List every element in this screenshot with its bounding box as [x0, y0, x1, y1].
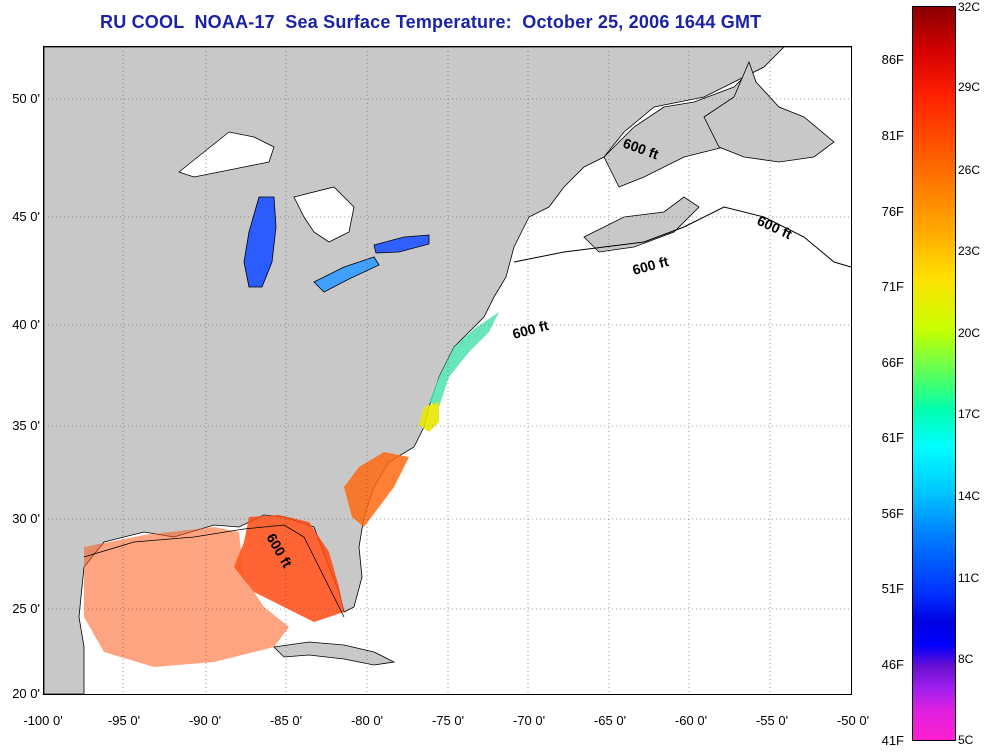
colorbar-f-51: 51F — [881, 581, 904, 596]
lake-erie — [313, 256, 380, 293]
isobath-600ft-gulf — [83, 524, 345, 618]
colorbar-f-76: 76F — [881, 204, 904, 219]
lat-label-25: 25 0' — [12, 601, 40, 616]
lat-label-40: 40 0' — [12, 317, 40, 332]
sst-map: 600 ft 600 ft 600 ft 600 ft 600 ft — [43, 46, 852, 695]
colorbar-f-56: 56F — [881, 506, 904, 521]
gulf-scattered-sst — [84, 527, 289, 667]
colorbar-c-11: 11C — [958, 571, 980, 585]
colorbar-c-17: 17C — [958, 407, 981, 421]
lake-michigan — [243, 196, 277, 288]
midatlantic-sst — [429, 312, 499, 407]
lake-superior — [178, 131, 275, 178]
lon-label-60: -60 0' — [674, 713, 708, 728]
gulf-stream-sst — [344, 452, 409, 527]
map-grid — [44, 47, 851, 694]
lon-label-70: -70 0' — [512, 713, 546, 728]
colorbar-f-86: 86F — [881, 52, 904, 67]
lake-huron — [293, 186, 355, 243]
temperature-colorbar — [912, 6, 956, 741]
cuba-land — [273, 641, 396, 666]
sst-map-canvas: 600 ft 600 ft 600 ft 600 ft 600 ft — [44, 47, 851, 694]
colorbar-c-29: 29C — [958, 80, 981, 94]
lon-label-75: -75 0' — [431, 713, 465, 728]
colorbar-f-71: 71F — [881, 279, 904, 294]
lat-label-35: 35 0' — [12, 418, 40, 433]
colorbar-c-5: 5C — [958, 733, 974, 747]
lon-label-80: -80 0' — [350, 713, 384, 728]
colorbar-f-46: 46F — [881, 657, 904, 672]
colorbar-c-20: 20C — [958, 326, 981, 340]
map-title: RU COOL NOAA-17 Sea Surface Temperature:… — [100, 12, 762, 32]
newfoundland-land — [703, 60, 835, 163]
colorbar-f-81: 81F — [881, 128, 904, 143]
lon-label-55: -55 0' — [755, 713, 789, 728]
lon-label-85: -85 0' — [269, 713, 303, 728]
colorbar-f-61: 61F — [881, 430, 904, 445]
colorbar-f-66: 66F — [881, 355, 904, 370]
lake-ontario — [373, 234, 430, 254]
colorbar-c-14: 14C — [958, 489, 981, 503]
colorbar-c-23: 23C — [958, 244, 981, 258]
gulf-warm-water — [234, 515, 344, 622]
lat-label-30: 30 0' — [12, 511, 40, 526]
colorbar-c-26: 26C — [958, 163, 981, 177]
lat-label-50: 50 0' — [12, 91, 40, 106]
lat-label-20: 20 0' — [12, 686, 40, 701]
hatteras-sst — [419, 402, 439, 432]
lon-label-90: -90 0' — [188, 713, 222, 728]
nova-scotia-land — [583, 196, 700, 253]
lon-label-65: -65 0' — [593, 713, 627, 728]
lon-label-95: -95 0' — [107, 713, 141, 728]
colorbar-c-32: 32C — [958, 0, 981, 14]
lon-label-50: -50 0' — [836, 713, 870, 728]
lon-label-100: -100 0' — [23, 713, 63, 728]
colorbar-c-8: 8C — [958, 652, 974, 666]
lat-label-45: 45 0' — [12, 209, 40, 224]
isobath-label-4: 600 ft — [511, 317, 551, 342]
colorbar-f-41: 41F — [881, 733, 904, 748]
isobath-label-3: 600 ft — [631, 253, 671, 278]
